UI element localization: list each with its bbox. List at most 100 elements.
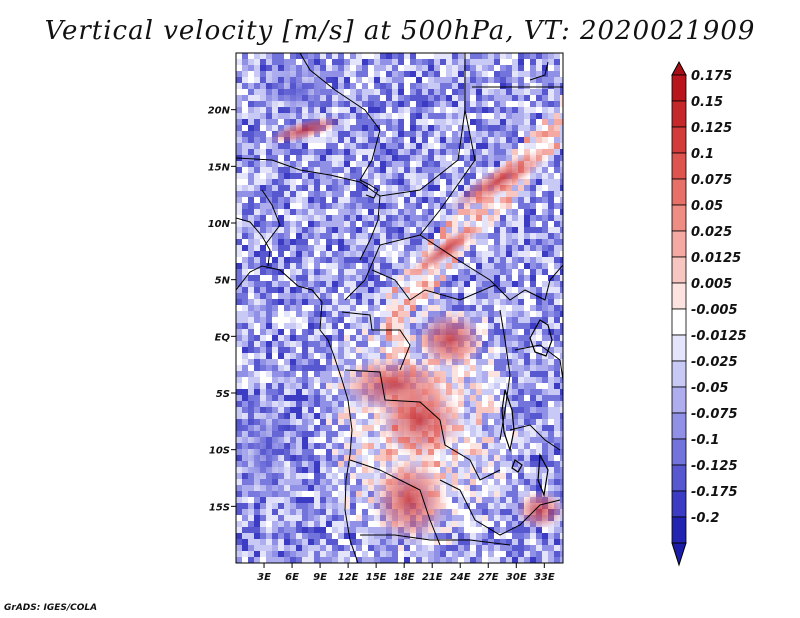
field-cell [296,269,302,275]
field-cell [518,191,524,197]
field-cell [512,353,518,359]
field-cell [332,365,338,371]
field-cell [536,329,542,335]
field-cell [416,167,422,173]
field-cell [524,527,530,533]
field-cell [338,515,344,521]
field-cell [254,329,260,335]
field-cell [482,371,488,377]
field-cell [254,539,260,545]
field-cell [404,101,410,107]
field-cell [536,119,542,125]
field-cell [356,479,362,485]
field-cell [374,467,380,473]
field-cell [488,95,494,101]
field-cell [560,233,563,239]
field-cell [434,89,440,95]
field-cell [356,125,362,131]
field-cell [524,425,530,431]
field-cell [338,461,344,467]
field-cell [548,419,554,425]
field-cell [470,89,476,95]
field-cell [494,371,500,377]
field-cell [560,539,563,545]
field-cell [332,161,338,167]
field-cell [254,77,260,83]
field-cell [356,95,362,101]
field-cell [482,137,488,143]
field-cell [302,305,308,311]
field-cell [458,251,464,257]
field-cell [350,461,356,467]
field-cell [518,269,524,275]
field-cell [428,215,434,221]
field-cell [416,305,422,311]
field-cell [518,365,524,371]
field-cell [488,365,494,371]
field-cell [254,521,260,527]
field-cell [290,521,296,527]
field-cell [296,149,302,155]
field-cell [248,359,254,365]
field-cell [260,323,266,329]
field-cell [320,287,326,293]
field-cell [320,179,326,185]
field-cell [542,455,548,461]
field-cell [500,317,506,323]
field-cell [500,557,506,563]
field-cell [416,137,422,143]
field-cell [344,365,350,371]
field-cell [326,161,332,167]
field-cell [254,257,260,263]
field-cell [488,515,494,521]
field-cell [332,287,338,293]
field-cell [536,557,542,563]
field-cell [392,173,398,179]
field-cell [446,455,452,461]
field-cell [302,389,308,395]
field-cell [386,125,392,131]
field-cell [290,407,296,413]
field-cell [542,473,548,479]
field-cell [320,281,326,287]
field-cell [458,521,464,527]
field-cell [422,221,428,227]
field-cell [494,95,500,101]
field-cell [308,461,314,467]
field-cell [488,125,494,131]
field-cell [344,299,350,305]
field-cell [464,125,470,131]
field-cell [320,197,326,203]
field-cell [296,227,302,233]
field-cell [476,533,482,539]
field-cell [368,59,374,65]
field-cell [284,491,290,497]
field-cell [356,245,362,251]
field-cell [314,155,320,161]
field-cell [518,533,524,539]
field-cell [290,221,296,227]
field-cell [350,239,356,245]
field-cell [440,461,446,467]
field-cell [242,179,248,185]
field-cell [554,443,560,449]
field-cell [368,245,374,251]
field-cell [524,413,530,419]
field-cell [242,527,248,533]
field-cell [398,287,404,293]
field-cell [530,143,536,149]
field-cell [344,503,350,509]
field-cell [266,347,272,353]
field-cell [410,233,416,239]
field-cell [380,257,386,263]
field-cell [242,107,248,113]
field-cell [518,101,524,107]
field-cell [536,107,542,113]
field-cell [368,113,374,119]
convective-hotspots [236,60,563,545]
field-cell [560,479,563,485]
field-cell [386,161,392,167]
field-cell [404,341,410,347]
field-cell [326,359,332,365]
field-cell [458,53,464,59]
